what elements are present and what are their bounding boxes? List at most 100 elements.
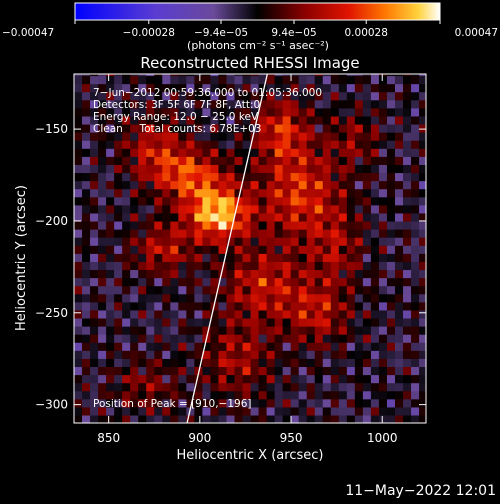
heatmap-cell	[226, 317, 236, 327]
heatmap-cell	[330, 172, 340, 182]
heatmap-cell	[130, 75, 139, 85]
heatmap-cell	[170, 342, 179, 351]
heatmap-cell	[234, 398, 244, 408]
heatmap-cell	[354, 91, 364, 101]
heatmap-cell	[242, 269, 252, 279]
heatmap-cell	[419, 99, 426, 109]
heatmap-cell	[362, 414, 372, 423]
heatmap-cell	[114, 107, 123, 117]
heatmap-cell	[411, 382, 420, 392]
heatmap-cell	[242, 74, 252, 77]
heatmap-cell	[114, 398, 123, 408]
heatmap-cell	[290, 115, 300, 125]
heatmap-cell	[419, 334, 426, 343]
heatmap-cell	[178, 317, 187, 327]
heatmap-cell	[306, 334, 316, 343]
heatmap-cell	[122, 253, 131, 262]
heatmap-cell	[282, 374, 292, 384]
heatmap-cell	[154, 317, 163, 327]
heatmap-cell	[282, 398, 292, 408]
heatmap-cell	[226, 140, 236, 149]
heatmap-cell	[178, 91, 187, 101]
heatmap-cell	[194, 309, 203, 319]
heatmap-cell	[386, 309, 396, 319]
heatmap-cell	[314, 83, 324, 93]
heatmap-cell	[234, 261, 244, 271]
heatmap-cell	[226, 204, 236, 214]
heatmap-cell	[82, 74, 91, 77]
heatmap-cell	[386, 237, 396, 246]
heatmap-cell	[98, 115, 107, 125]
heatmap-cell	[338, 309, 348, 319]
heatmap-cell	[202, 115, 212, 125]
heatmap-cell	[146, 366, 155, 376]
heatmap-cell	[322, 172, 332, 182]
heatmap-cell	[314, 237, 324, 246]
heatmap-cell	[282, 74, 292, 77]
heatmap-cell	[258, 74, 268, 77]
heatmap-cell	[354, 245, 364, 254]
heatmap-cell	[218, 148, 228, 157]
heatmap-cell	[378, 334, 388, 343]
heatmap-cell	[146, 326, 155, 335]
heatmap-cell	[138, 342, 147, 351]
heatmap-cell	[162, 204, 171, 214]
heatmap-cell	[250, 309, 260, 319]
heatmap-cell	[411, 91, 420, 101]
heatmap-cell	[178, 180, 187, 190]
heatmap-cell	[194, 140, 203, 149]
heatmap-cell	[234, 99, 244, 109]
heatmap-cell	[106, 74, 115, 77]
heatmap-cell	[218, 180, 228, 190]
heatmap-cell	[98, 212, 107, 222]
heatmap-cell	[242, 91, 252, 101]
heatmap-cell	[194, 91, 203, 101]
heatmap-cell	[266, 245, 276, 254]
heatmap-cell	[411, 309, 420, 319]
heatmap-cell	[411, 180, 420, 190]
heatmap-cell	[226, 253, 236, 262]
heatmap-cell	[114, 261, 123, 271]
heatmap-cell	[258, 132, 268, 141]
heatmap-cell	[178, 220, 187, 230]
heatmap-cell	[274, 326, 284, 335]
heatmap-cell	[306, 245, 316, 254]
heatmap-cell	[146, 285, 155, 295]
heatmap-cell	[370, 358, 380, 368]
heatmap-cell	[330, 229, 340, 238]
heatmap-cell	[394, 253, 404, 262]
heatmap-cell	[74, 204, 83, 214]
heatmap-cell	[186, 326, 195, 335]
heatmap-cell	[82, 83, 91, 93]
heatmap-cell	[250, 91, 260, 101]
heatmap-cell	[298, 309, 308, 319]
heatmap-cell	[202, 140, 212, 149]
heatmap-cell	[258, 204, 268, 214]
heatmap-cell	[250, 414, 260, 423]
heatmap-cell	[210, 309, 220, 319]
heatmap-cell	[306, 406, 316, 416]
heatmap-cell	[274, 253, 284, 262]
heatmap-cell	[330, 164, 340, 174]
heatmap-cell	[90, 196, 99, 206]
heatmap-cell	[322, 237, 332, 246]
heatmap-cell	[338, 245, 348, 254]
heatmap-cell	[394, 374, 404, 384]
heatmap-cell	[258, 140, 268, 149]
heatmap-cell	[394, 164, 404, 174]
heatmap-cell	[306, 326, 316, 335]
heatmap-cell	[162, 164, 171, 174]
heatmap-cell	[266, 75, 276, 85]
heatmap-cell	[234, 382, 244, 392]
heatmap-cell	[234, 237, 244, 246]
heatmap-cell	[403, 196, 412, 206]
heatmap-cell	[218, 342, 228, 351]
heatmap-cell	[114, 342, 123, 351]
heatmap-cell	[274, 277, 284, 287]
heatmap-cell	[306, 229, 316, 238]
heatmap-cell	[122, 156, 131, 165]
heatmap-cell	[74, 390, 83, 400]
heatmap-cell	[218, 212, 228, 222]
heatmap-cell	[122, 406, 131, 416]
heatmap-cell	[98, 91, 107, 101]
